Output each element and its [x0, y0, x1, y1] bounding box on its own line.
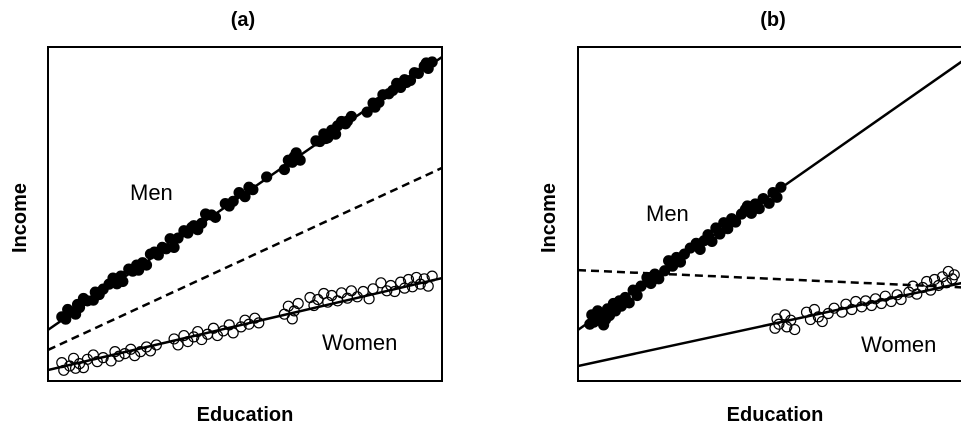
panel-b-men-point: [775, 181, 787, 193]
panel-b-y-axis-label: Income: [538, 183, 560, 253]
panel-b-title: (b): [760, 9, 786, 31]
panel-b-women-point: [785, 314, 797, 326]
panel-b-plot-frame: [577, 46, 961, 382]
panel-b-women-point: [781, 321, 793, 333]
panel-a-women-point: [335, 287, 348, 299]
panel-a-men-point: [239, 191, 251, 203]
panel-a-men-point: [227, 195, 239, 207]
panel-a-men-point: [294, 154, 306, 166]
panel-a-men-point: [261, 171, 273, 183]
panel-a-men-point: [117, 275, 129, 288]
panel-b-women-point: [779, 309, 791, 321]
panel-a-men-point: [168, 241, 180, 253]
panel-a-men-point: [247, 184, 259, 196]
panel-a-women-point: [395, 276, 407, 288]
panel-a-women-point: [385, 279, 397, 292]
panel-a-women-point: [150, 339, 162, 351]
panel-a-men-point: [345, 110, 357, 123]
panel-b-men-point: [653, 273, 665, 285]
panel-b-men-points: [584, 181, 787, 331]
panel-b-women-point: [928, 273, 941, 286]
panel-a-women-point: [426, 270, 438, 282]
panel-b-men-point: [771, 191, 783, 203]
panel-b-plot-area: [577, 46, 961, 382]
panel-a-men-point: [361, 106, 373, 118]
panel-a-men-label: Men: [130, 180, 173, 205]
panel-a-women-point: [286, 313, 298, 325]
panel-a-women-point: [410, 271, 422, 284]
panel-a-women-point: [168, 333, 180, 345]
panel-b-women-point: [911, 288, 923, 300]
panel-a-x-axis-label: Education: [197, 404, 294, 426]
panel-a-women-point: [308, 299, 320, 312]
panel-b-men-label: Men: [646, 201, 689, 226]
panel-a-plot-frame: [47, 46, 443, 382]
panel-b-x-axis-label: Education: [727, 404, 824, 426]
panel-a-men-point: [278, 163, 291, 176]
panel-b-women-point: [948, 269, 960, 281]
panel-b-women-point: [789, 323, 801, 336]
panel-b-women-point: [903, 286, 915, 298]
panel-b-women-points: [769, 265, 960, 336]
panel-a-women-point: [113, 350, 125, 362]
panel-a-women-point: [363, 293, 375, 305]
panel-a-women-point: [345, 285, 357, 297]
panel-b-men-point: [722, 223, 734, 235]
panel-b-women-point: [895, 293, 907, 306]
panel-a-women-point: [172, 339, 184, 351]
panel-a-plot-area: [47, 46, 443, 382]
panel-a-women-point: [406, 281, 419, 293]
panel-a: (a) Income Education Men Women: [9, 9, 443, 426]
panel-a-men-points: [56, 56, 438, 325]
panel-a-women-point: [227, 327, 239, 339]
panel-a-women-point: [389, 285, 401, 298]
panel-a-men-point: [412, 67, 424, 79]
panel-b-women-label: Women: [861, 332, 936, 357]
panel-b-women-point: [917, 281, 929, 294]
panel-a-women-point: [68, 352, 80, 364]
panel-a-men-point: [196, 217, 208, 229]
panel-a-women-points: [56, 270, 438, 376]
panel-a-women-point: [129, 350, 141, 362]
panel-b-men-point: [753, 203, 765, 215]
panel-b-women-point: [816, 315, 828, 328]
panel-b-men-point: [623, 297, 635, 309]
panel-a-women-point: [91, 356, 103, 368]
panel-a-men-point: [426, 56, 438, 68]
panel-b-women-point: [804, 313, 817, 326]
panel-b-men-point: [714, 228, 726, 240]
panel-a-women-point: [235, 321, 247, 333]
panel-a-overall-fit-line: [48, 166, 442, 352]
panel-b-women-point: [940, 277, 952, 289]
panel-a-women-point: [422, 280, 434, 292]
panel-a-men-point: [172, 232, 184, 244]
panel-a-women-label: Women: [322, 330, 397, 355]
panel-a-women-point: [253, 317, 265, 329]
panel-a-title: (a): [231, 9, 255, 31]
panel-b-women-point: [773, 318, 785, 330]
panel-b: (b) Income Education Men Women: [538, 9, 961, 426]
panel-a-men-point: [140, 259, 153, 271]
panel-b-men-point: [706, 235, 718, 247]
panel-b-women-point: [769, 322, 781, 334]
panel-b-men-point: [763, 197, 775, 209]
panel-a-women-point: [292, 297, 304, 310]
panel-b-men-point: [631, 289, 643, 302]
panel-b-men-point: [729, 216, 742, 228]
panel-a-y-axis-label: Income: [9, 183, 31, 253]
panel-b-fit-lines: [578, 60, 961, 368]
panel-a-women-point: [144, 345, 157, 357]
panel-a-women-point: [367, 283, 379, 295]
panel-a-men-point: [209, 211, 222, 223]
